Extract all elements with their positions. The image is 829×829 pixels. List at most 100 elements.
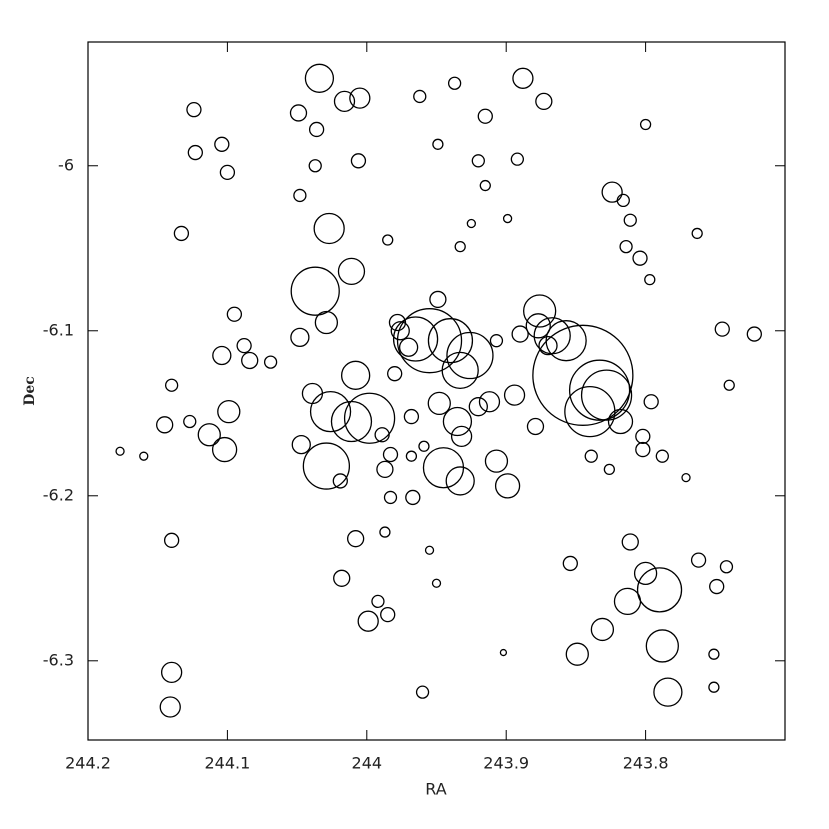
source-circle <box>719 560 734 574</box>
source-circle <box>708 648 720 660</box>
source-circle <box>512 67 534 89</box>
source-circle <box>584 449 598 463</box>
x-axis-label: RA <box>425 780 446 799</box>
source-circle <box>214 136 230 152</box>
source-circle <box>545 320 587 362</box>
source-circle <box>186 102 202 118</box>
source-circle <box>446 331 494 380</box>
source-circle <box>343 392 396 444</box>
source-circle <box>382 234 394 246</box>
source-circle <box>313 212 345 245</box>
source-circle <box>403 408 420 425</box>
source-circle <box>340 360 371 390</box>
source-circle <box>723 379 735 391</box>
source-circle <box>623 213 637 227</box>
source-circle <box>333 569 351 587</box>
source-circle <box>301 382 324 405</box>
x-tick-label: 244.1 <box>204 754 250 773</box>
source-circle <box>708 681 720 693</box>
source-circle <box>471 154 485 168</box>
source-circle <box>468 397 488 417</box>
source-circle <box>681 472 691 483</box>
source-circle <box>429 290 447 309</box>
source-circle <box>371 594 385 609</box>
source-circle <box>219 164 236 181</box>
source-circle <box>442 406 473 437</box>
source-circle <box>388 313 407 332</box>
source-circle <box>346 530 365 548</box>
plot-frame <box>87 41 786 741</box>
source-circle <box>450 425 473 448</box>
source-circle <box>525 313 551 339</box>
source-circle <box>441 351 479 390</box>
source-circle <box>601 181 623 203</box>
source-circle <box>380 606 396 623</box>
source-circle <box>115 446 125 456</box>
source-circle <box>211 436 238 463</box>
source-circle <box>379 526 391 538</box>
source-circle <box>374 427 390 443</box>
source-circle <box>635 441 651 458</box>
source-circle <box>643 394 659 410</box>
source-circle <box>159 696 181 718</box>
y-tick-label: -6.3 <box>43 650 74 669</box>
source-circle <box>636 567 683 613</box>
source-circle <box>431 578 442 588</box>
source-circle <box>644 273 656 286</box>
source-circle <box>332 473 348 489</box>
x-tick-label: 244.2 <box>65 754 111 773</box>
source-circle <box>291 434 311 455</box>
source-circle <box>466 218 477 229</box>
source-circle <box>387 366 403 382</box>
source-circle <box>357 610 379 632</box>
source-circle <box>562 555 578 572</box>
source-circle <box>619 239 633 254</box>
source-circle <box>607 408 634 435</box>
source-circle <box>613 587 642 616</box>
source-circle <box>302 442 351 490</box>
source-circle <box>156 416 174 434</box>
source-circle <box>691 227 703 240</box>
source-circle <box>484 449 509 473</box>
source-circle <box>489 334 504 348</box>
source-circle <box>564 385 616 438</box>
source-circle <box>263 355 278 369</box>
source-circle <box>616 193 630 208</box>
source-circle <box>160 661 183 683</box>
source-circle <box>502 213 513 224</box>
source-circle <box>632 250 648 266</box>
y-tick-label: -6.1 <box>43 320 74 339</box>
source-circle <box>477 108 493 124</box>
source-circle <box>293 188 307 203</box>
source-circle <box>714 321 730 337</box>
source-circle <box>212 345 232 366</box>
source-circle <box>418 440 430 452</box>
source-circle <box>392 316 439 362</box>
source-circle <box>183 414 197 429</box>
source-circle <box>603 463 616 476</box>
x-tick-label: 243.8 <box>623 754 669 773</box>
source-circle <box>139 451 149 461</box>
source-circle <box>405 450 418 462</box>
y-tick-label: -6.2 <box>43 485 74 504</box>
source-circle <box>580 369 633 421</box>
source-circle <box>350 153 367 169</box>
source-circle <box>655 449 669 463</box>
source-circle <box>590 617 615 642</box>
source-circle <box>494 473 521 499</box>
source-circle <box>309 390 352 433</box>
source-circle <box>746 326 762 342</box>
source-circle <box>405 489 421 506</box>
source-circle <box>532 324 634 426</box>
source-circle <box>173 225 190 242</box>
x-tick-label: 244 <box>352 754 383 773</box>
source-circle <box>241 351 259 370</box>
source-circle <box>349 87 371 109</box>
source-circle <box>290 327 310 348</box>
source-circle <box>304 63 335 93</box>
source-circle <box>445 466 475 496</box>
source-circle <box>413 89 427 104</box>
source-circle <box>503 384 526 406</box>
